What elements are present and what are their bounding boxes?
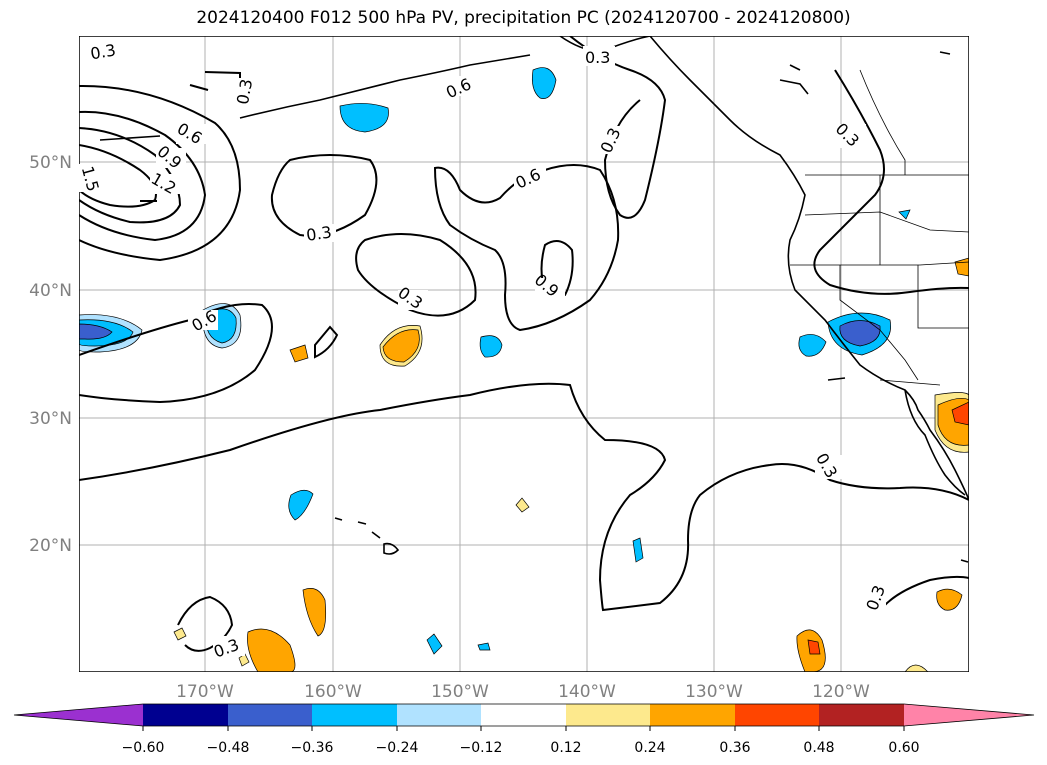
- colorbar-tick-label: −0.12: [460, 740, 503, 756]
- colorbar-tick-label: 0.36: [719, 740, 750, 756]
- lon-label: 170°W: [176, 682, 234, 702]
- colorbar-swatch: [481, 704, 566, 726]
- state-borders: [790, 69, 969, 386]
- lat-label: 30°N: [29, 409, 72, 429]
- lon-label: 150°W: [431, 682, 489, 702]
- longitude-labels: 170°W 160°W 150°W 140°W 130°W 120°W: [176, 682, 870, 702]
- colorbar-tick-label: −0.24: [376, 740, 419, 756]
- lon-label: 140°W: [558, 682, 616, 702]
- contour-label: 0.3: [305, 222, 333, 244]
- lon-label: 130°W: [685, 682, 743, 702]
- colorbar-tick-label: −0.60: [122, 740, 165, 756]
- colorbar-swatch: [397, 704, 481, 726]
- lat-label: 40°N: [29, 281, 72, 301]
- colorbar-tick-label: 0.24: [634, 740, 665, 756]
- colorbar-swatch: [312, 704, 397, 726]
- map-title: 2024120400 F012 500 hPa PV, precipitatio…: [196, 8, 851, 28]
- colorbar-swatch: [143, 704, 228, 726]
- lon-label: 120°W: [812, 682, 870, 702]
- colorbar-swatch: [228, 704, 312, 726]
- colorbar-tick-label: −0.48: [207, 740, 250, 756]
- colorbar-tick-label: 0.48: [803, 740, 834, 756]
- lon-label: 160°W: [304, 682, 362, 702]
- latitude-labels: 50°N 40°N 30°N 20°N: [29, 153, 72, 556]
- colorbar-swatch: [566, 704, 650, 726]
- colorbar-tick-label: 0.60: [888, 740, 919, 756]
- colorbar: [13, 703, 1035, 731]
- colorbar-tick-label: −0.36: [291, 740, 334, 756]
- contour-label: 0.3: [89, 40, 117, 63]
- contour-label: 0.3: [585, 48, 610, 67]
- contour-label: 0.3: [233, 78, 256, 106]
- colorbar-ticks: −0.60 −0.48 −0.36 −0.24 −0.12 0.12 0.24 …: [122, 740, 920, 756]
- colorbar-extend-high: [904, 704, 1034, 726]
- colorbar-swatch: [735, 704, 819, 726]
- lat-label: 20°N: [29, 536, 72, 556]
- colorbar-swatch: [819, 704, 904, 726]
- colorbar-tick-label: 0.12: [550, 740, 581, 756]
- colorbar-swatch: [650, 704, 735, 726]
- colorbar-extend-low: [14, 704, 143, 726]
- coastlines: [99, 36, 969, 563]
- pv-contours: [79, 36, 969, 652]
- lat-label: 50°N: [29, 153, 72, 173]
